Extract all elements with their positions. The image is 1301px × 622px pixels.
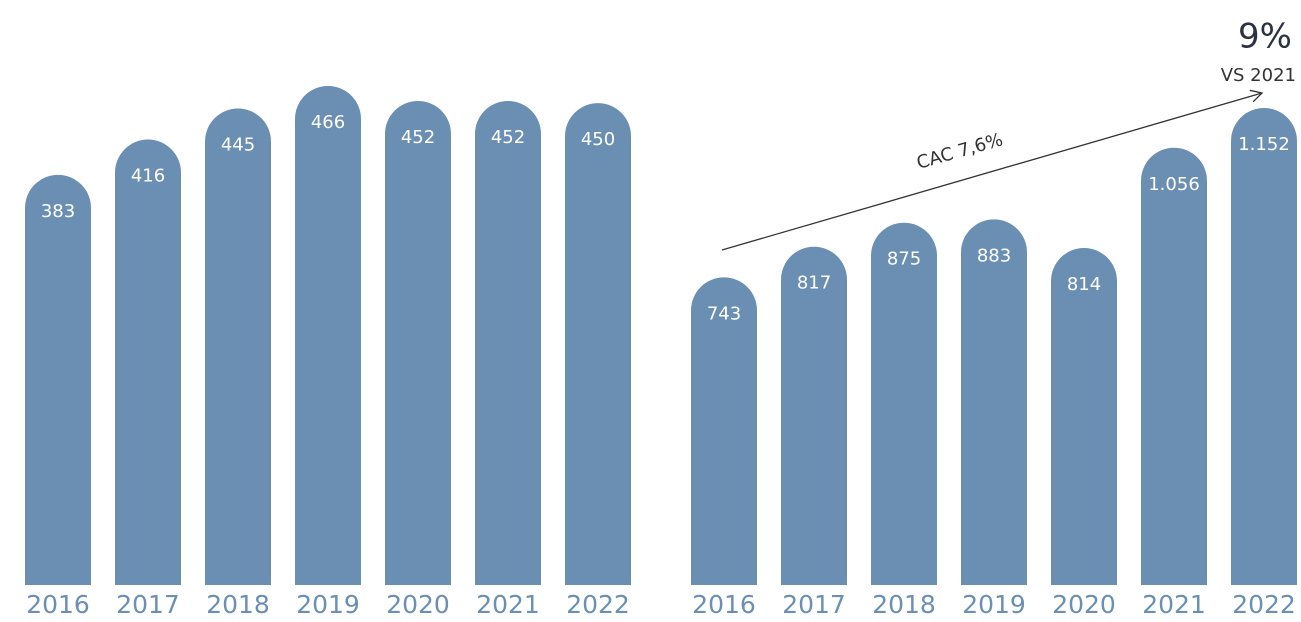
bar [565, 103, 631, 585]
bar [1231, 108, 1297, 585]
growth-subtitle: VS 2021 [1221, 65, 1296, 86]
bar [385, 100, 451, 586]
bar [205, 108, 271, 586]
x-tick-label: 2020 [1052, 590, 1116, 619]
bar [1141, 147, 1207, 586]
bar [25, 174, 91, 585]
value-label: 452 [401, 127, 435, 148]
bar [781, 246, 847, 586]
value-label: 883 [977, 245, 1011, 266]
value-label: 1.056 [1148, 174, 1200, 195]
x-tick-label: 2018 [872, 590, 936, 619]
value-label: 416 [131, 166, 165, 187]
growth-annotation: 9% [1238, 17, 1292, 57]
value-label: 452 [491, 127, 525, 148]
bar [295, 86, 361, 585]
x-tick-label: 2022 [1232, 590, 1296, 619]
value-label: 814 [1067, 274, 1101, 295]
value-label: 1.152 [1238, 134, 1290, 155]
x-tick-label: 2021 [1142, 590, 1206, 619]
bar [475, 100, 541, 586]
trend-arrow [721, 89, 1264, 251]
value-label: 383 [41, 201, 75, 222]
value-label: 445 [221, 134, 255, 155]
x-tick-label: 2017 [116, 590, 180, 619]
x-tick-label: 2018 [206, 590, 270, 619]
bar [115, 139, 181, 586]
bar [961, 219, 1027, 586]
bar [691, 277, 757, 585]
value-label: 743 [707, 303, 741, 324]
bar [1051, 247, 1117, 585]
value-label: 450 [581, 129, 615, 150]
value-label: 875 [887, 249, 921, 270]
x-tick-label: 2021 [476, 590, 540, 619]
x-tick-label: 2017 [782, 590, 846, 619]
x-tick-label: 2019 [296, 590, 360, 619]
x-tick-label: 2016 [26, 590, 90, 619]
x-tick-label: 2019 [962, 590, 1026, 619]
x-tick-label: 2016 [692, 590, 756, 619]
value-label: 817 [797, 273, 831, 294]
cac-annotation: CAC 7,6% [914, 129, 1005, 174]
x-tick-label: 2020 [386, 590, 450, 619]
bar [871, 222, 937, 585]
value-label: 466 [311, 112, 345, 133]
x-tick-label: 2022 [566, 590, 630, 619]
